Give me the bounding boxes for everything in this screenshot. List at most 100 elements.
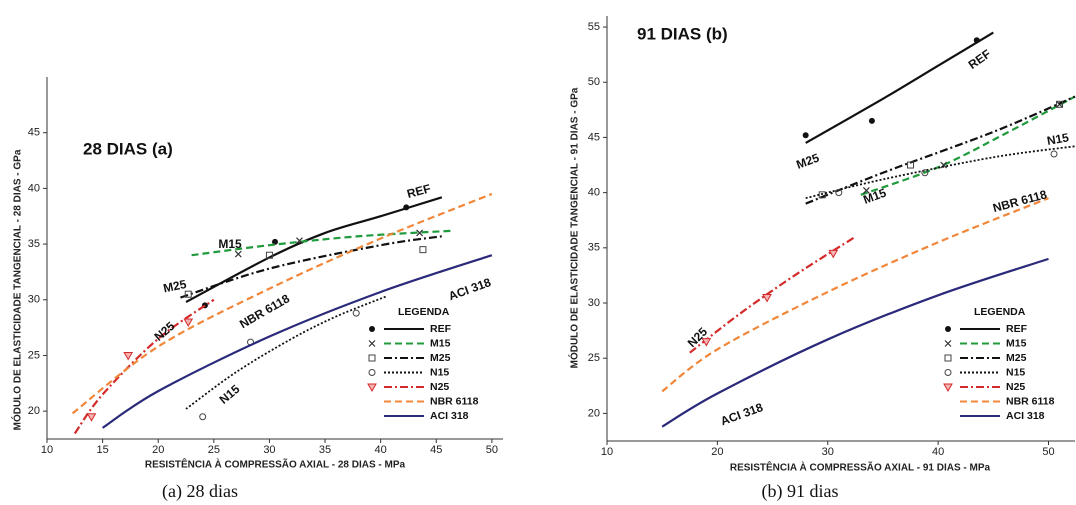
legend-label: M25 xyxy=(1006,352,1027,364)
x-tick-label: 40 xyxy=(932,446,944,458)
point xyxy=(368,354,376,362)
point xyxy=(945,326,951,332)
curve-label: M25 xyxy=(162,277,188,296)
curve-label: M15 xyxy=(218,237,242,251)
y-tick-label: 20 xyxy=(588,407,600,419)
legend-label: NBR 6118 xyxy=(430,395,479,407)
legend-label: NBR 6118 xyxy=(1006,395,1055,407)
x-tick-label: 50 xyxy=(486,444,498,456)
fit-curve xyxy=(185,295,387,410)
chart-title: 28 DIAS (a) xyxy=(83,139,173,158)
legend-label: M25 xyxy=(430,352,451,364)
point xyxy=(368,340,376,347)
fit-curve xyxy=(805,95,1076,205)
point xyxy=(943,383,953,393)
y-tick-label: 40 xyxy=(588,187,600,199)
y-axis-label: MÓDULO DE ELASTICIDADE TANGENCIAL - 28 D… xyxy=(11,149,24,430)
fit-curve xyxy=(102,254,493,429)
point xyxy=(416,229,424,237)
y-tick-label: 45 xyxy=(28,127,40,139)
curve-label: NBR 6118 xyxy=(991,187,1048,215)
fit-curve xyxy=(73,298,215,435)
point xyxy=(944,340,952,347)
point xyxy=(183,318,194,328)
curve-label: ACI 318 xyxy=(719,400,765,428)
legend-label: N25 xyxy=(1006,381,1025,393)
point xyxy=(944,369,952,376)
curve-label: ACI 318 xyxy=(447,275,493,303)
y-tick-label: 50 xyxy=(588,76,600,88)
legend-label: M15 xyxy=(430,337,451,349)
curve-label: N15 xyxy=(217,382,243,407)
point xyxy=(862,186,870,194)
point xyxy=(123,351,134,361)
fit-curve xyxy=(661,257,1049,428)
legend-label: M15 xyxy=(1006,337,1027,349)
point xyxy=(762,293,772,303)
fit-curve xyxy=(71,192,493,415)
curve-label: REF xyxy=(966,47,994,72)
fit-curve xyxy=(661,197,1049,393)
x-tick-label: 50 xyxy=(1042,446,1054,458)
point xyxy=(368,369,376,376)
x-axis-label: RESISTÊNCIA À COMPRESSÃO AXIAL - 91 DIAS… xyxy=(730,461,991,474)
x-tick-label: 35 xyxy=(319,444,331,456)
fit-curve xyxy=(185,196,443,303)
point xyxy=(272,238,278,245)
y-axis-label: MÓDULO DE ELASTICIDADE TANGENCIAL - 91 D… xyxy=(568,87,581,368)
y-tick-label: 35 xyxy=(28,238,40,250)
point xyxy=(973,37,980,44)
chart-title: 91 DIAS (b) xyxy=(637,24,728,43)
caption: (b) 91 dias xyxy=(762,481,839,502)
x-tick-label: 20 xyxy=(711,446,723,458)
point xyxy=(184,290,192,298)
x-tick-label: 30 xyxy=(263,444,275,456)
point xyxy=(199,413,207,421)
point xyxy=(835,189,843,197)
point xyxy=(352,309,360,317)
legend-label: ACI 318 xyxy=(430,410,469,422)
fit-curve xyxy=(860,95,1076,196)
point xyxy=(419,246,427,254)
point xyxy=(944,354,952,362)
x-tick-label: 20 xyxy=(152,444,164,456)
legend-title: LEGENDA xyxy=(974,306,1026,318)
curve-label: M25 xyxy=(794,151,821,172)
caption: (a) 28 dias xyxy=(162,481,238,502)
point xyxy=(802,132,809,139)
point xyxy=(265,251,273,259)
fit-curve xyxy=(191,229,454,257)
point xyxy=(907,161,915,169)
point xyxy=(369,326,375,332)
y-tick-label: 45 xyxy=(588,131,600,143)
chart: 10 15 20 25 30 35 40 45 50 20 25 30 35 40 45 28 DIAS (a… xyxy=(11,77,503,502)
y-tick-label: 30 xyxy=(588,297,600,309)
curve-label: N15 xyxy=(1046,130,1070,148)
y-tick-label: 30 xyxy=(28,294,40,306)
point xyxy=(296,237,303,245)
x-tick-label: 10 xyxy=(41,444,53,456)
x-tick-label: 25 xyxy=(208,444,220,456)
point xyxy=(828,249,839,259)
x-axis-label: RESISTÊNCIA À COMPRESSÃO AXIAL - 28 DIAS… xyxy=(145,458,406,471)
x-tick-label: 45 xyxy=(430,444,442,456)
point xyxy=(701,338,712,347)
fit-curve xyxy=(689,235,856,354)
fit-curve xyxy=(805,31,994,144)
x-tick-label: 10 xyxy=(601,446,613,458)
legend-label: N15 xyxy=(1006,366,1025,378)
curve-label: REF xyxy=(405,181,432,201)
point xyxy=(940,161,948,169)
chart: 10 20 30 40 50 20 25 30 35 40 45 50 55 91 DIAS (b) RES… xyxy=(568,16,1076,502)
x-tick-label: 30 xyxy=(822,446,834,458)
y-tick-label: 40 xyxy=(28,182,40,194)
y-tick-label: 25 xyxy=(588,352,600,364)
curve-label: NBR 6118 xyxy=(237,291,292,331)
point xyxy=(86,413,97,422)
point xyxy=(234,250,242,258)
legend-label: N15 xyxy=(430,366,449,378)
legend-label: N25 xyxy=(430,381,449,393)
point xyxy=(403,204,410,211)
point xyxy=(1056,100,1064,108)
